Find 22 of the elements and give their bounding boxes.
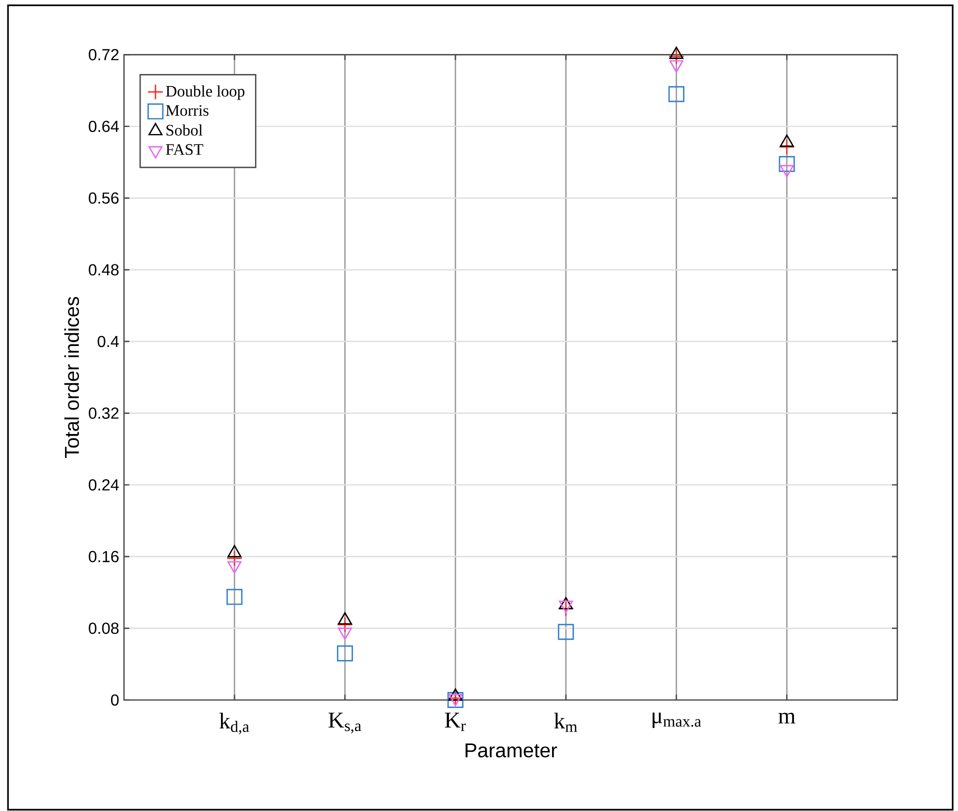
x-axis-title: Parameter: [466, 743, 557, 758]
y-tick-label: 0.24: [88, 479, 119, 491]
y-axis-title: Total order indices: [64, 296, 79, 458]
y-tick-label: 0.32: [88, 408, 118, 419]
y-tick-label: 0.56: [88, 192, 119, 204]
x-tick-label: K$_{r}$: [444, 712, 466, 731]
legend-label: Double loop: [166, 85, 244, 100]
x-tick-label: μ$_{max.a}$: [652, 712, 702, 728]
x-tick-label: k$_{m}$: [554, 712, 578, 732]
x-tick-label: m: [778, 712, 796, 724]
x-tick-label: k$_{d,a}$: [219, 712, 250, 734]
y-tick-label: 0: [111, 694, 119, 706]
y-tick-label: 0.72: [88, 49, 118, 60]
y-tick-label: 0.64: [88, 120, 119, 132]
x-tick-label: K$_{s,a}$: [328, 712, 362, 734]
y-tick-label: 0.48: [88, 264, 119, 276]
legend-label: FAST: [166, 144, 204, 155]
y-tick-label: 0.08: [88, 622, 119, 634]
legend-label: Morris: [166, 105, 208, 116]
y-tick-label: 0.16: [88, 550, 119, 562]
legend-label: Sobol: [166, 124, 202, 136]
y-tick-label: 0.4: [98, 336, 119, 348]
